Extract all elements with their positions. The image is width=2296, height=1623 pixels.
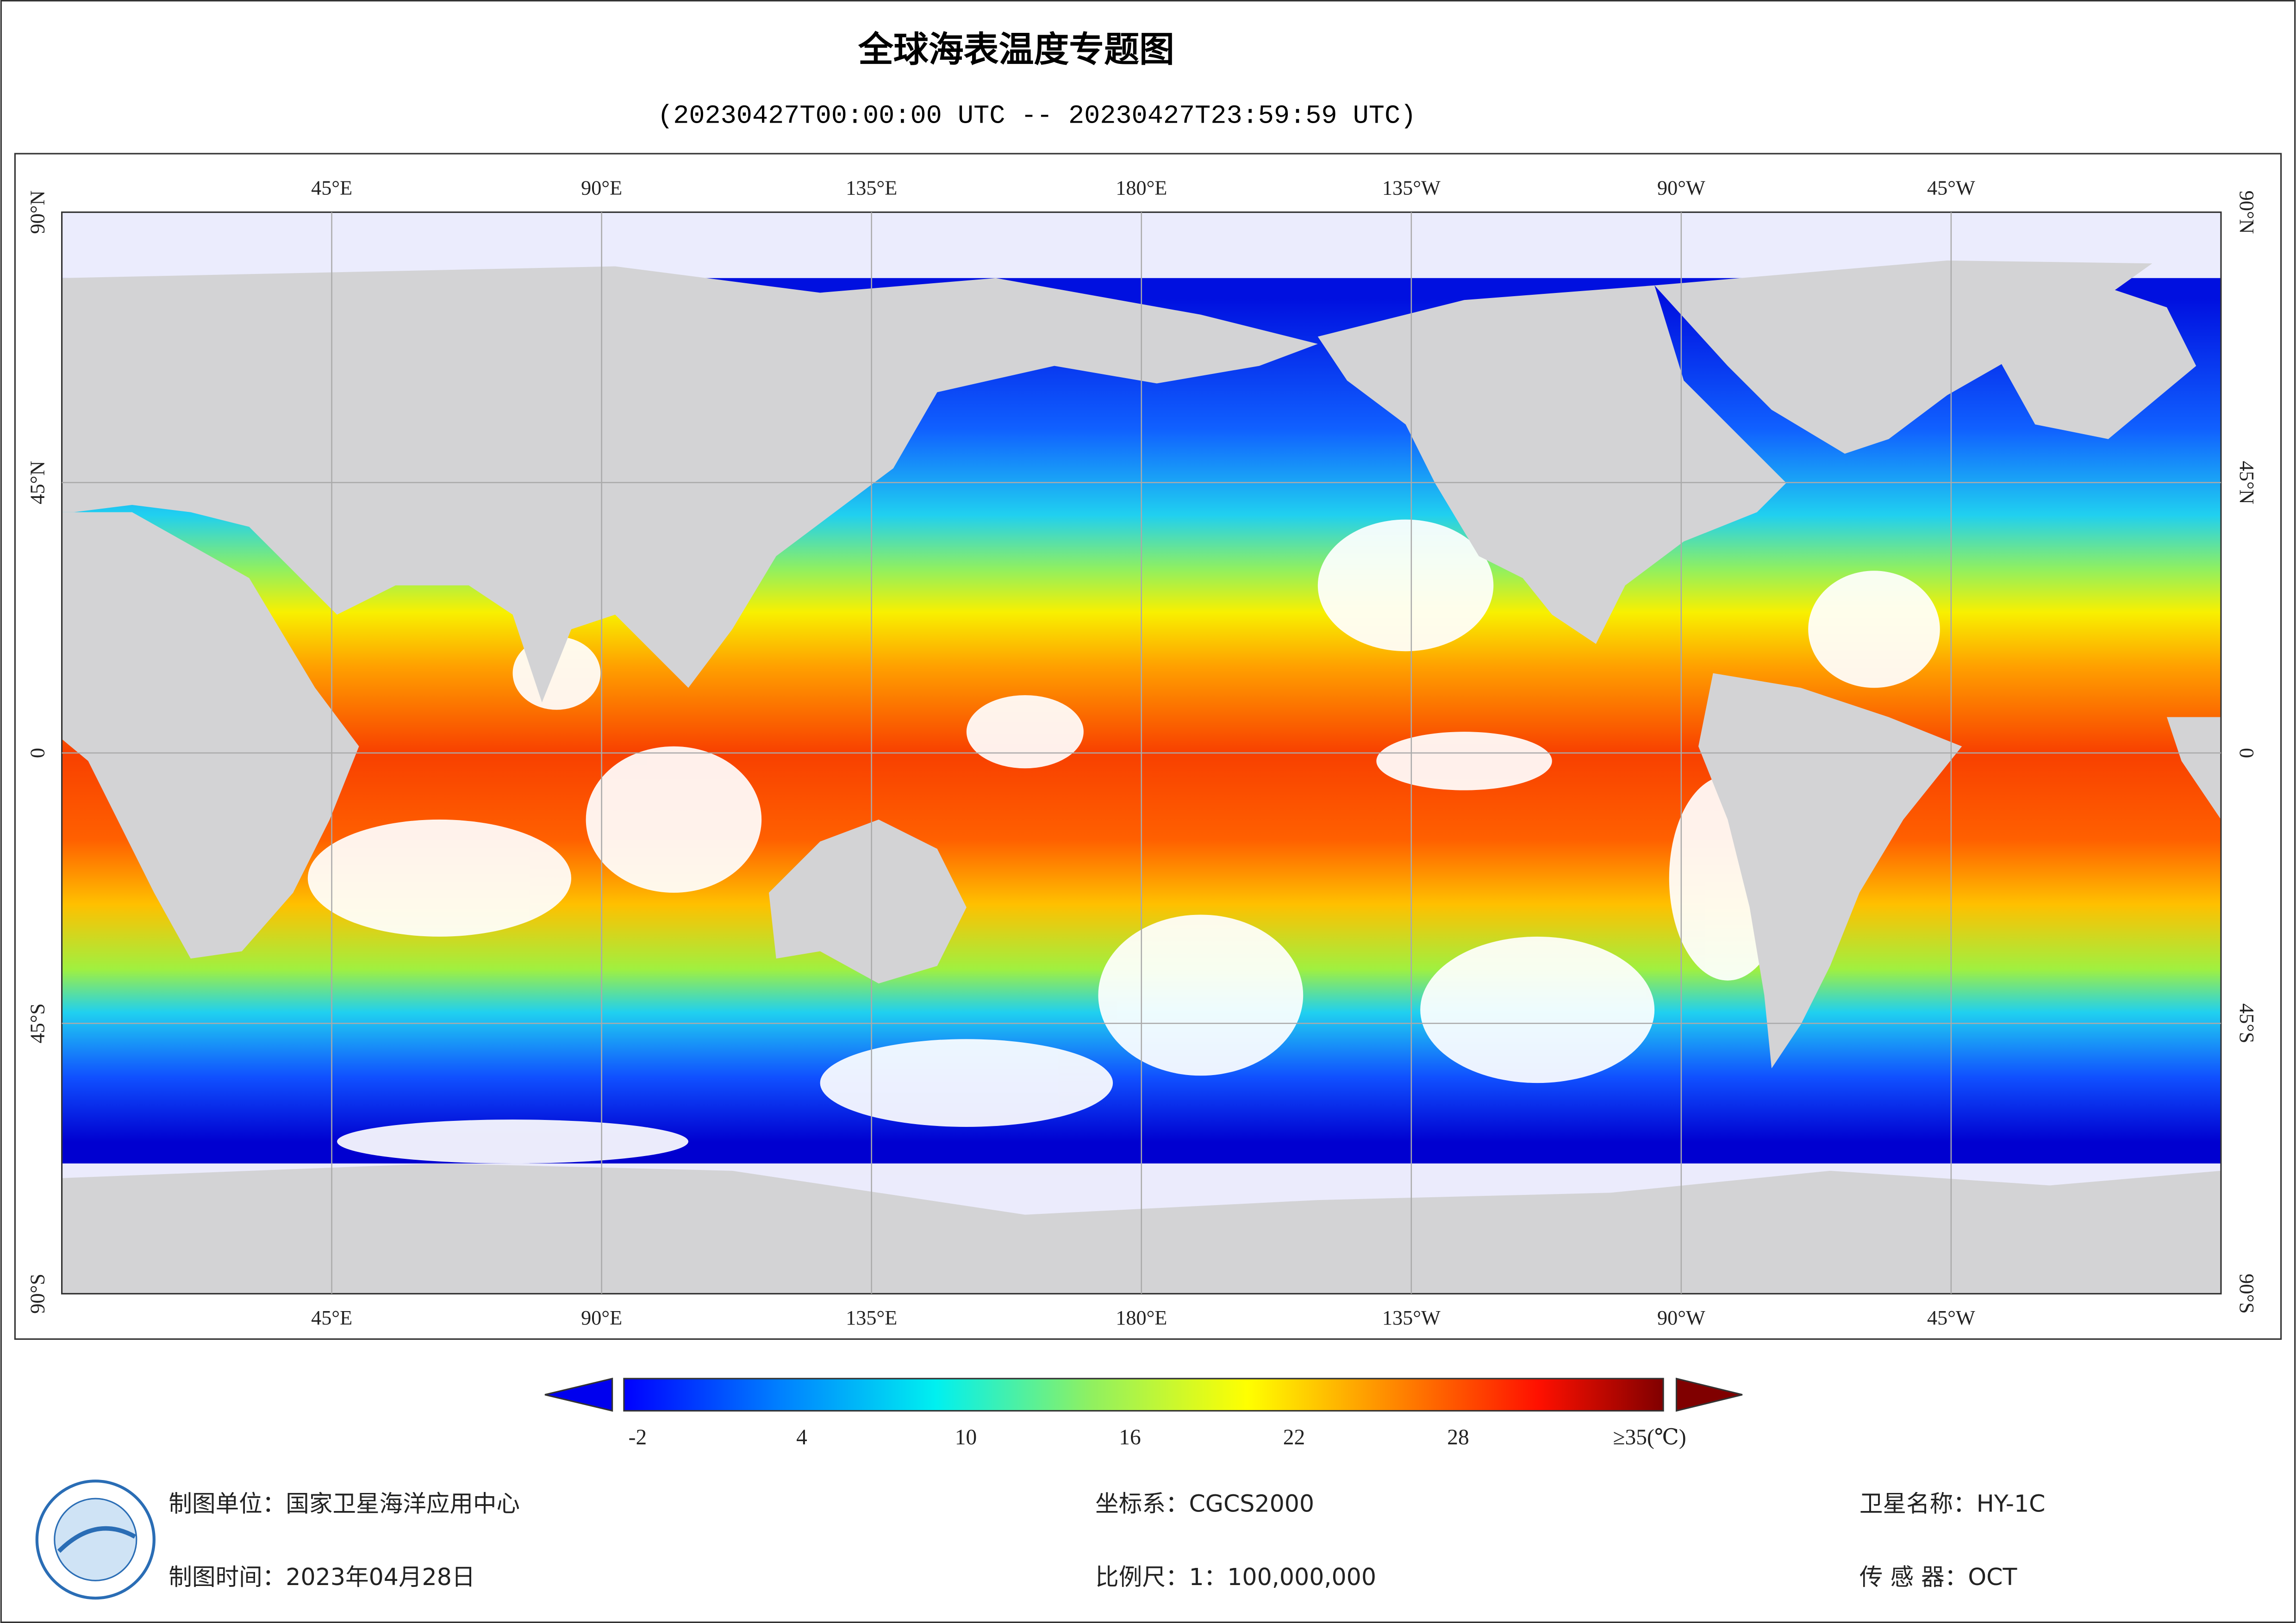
- colorbar-tick-label: -2: [629, 1425, 647, 1449]
- lon-label-bottom: 135°W: [1382, 1306, 1441, 1329]
- footer-crs: 坐标系：CGCS2000: [1095, 1490, 1314, 1517]
- colorbar: -2 4 10 16 22 28 ≥35(℃): [544, 1377, 1743, 1449]
- footer-satellite: 卫星名称：HY-1C: [1859, 1490, 2046, 1517]
- footer-scale: 比例尺：1：100,000,000: [1095, 1563, 1376, 1591]
- lat-label-right: 0: [2235, 748, 2258, 758]
- colorbar-tick-label: 16: [1119, 1425, 1141, 1449]
- map-frame: [14, 153, 2282, 1340]
- lat-label-right: 90°S: [2235, 1274, 2258, 1314]
- lat-label-left: 0: [26, 748, 49, 758]
- lon-label-top: 180°E: [1116, 177, 1167, 199]
- lon-label-top: 45°E: [311, 177, 352, 199]
- lat-label-right: 45°N: [2235, 461, 2258, 504]
- lon-label-top: 135°E: [846, 177, 897, 199]
- footer-agency: 制图单位：国家卫星海洋应用中心: [168, 1490, 520, 1517]
- lat-label-left: 45°S: [26, 1003, 49, 1044]
- lon-label-top: 90°W: [1657, 177, 1705, 199]
- colorbar-low-arrow: [544, 1377, 613, 1412]
- colorbar-tick-label: 10: [955, 1425, 977, 1449]
- colorbar-tick-label: 22: [1283, 1425, 1305, 1449]
- colorbar-tick-label: 4: [796, 1425, 807, 1449]
- colorbar-ramp: [623, 1378, 1664, 1412]
- colorbar-high-arrow: [1676, 1377, 1743, 1412]
- lat-label-left: 90°N: [26, 191, 49, 234]
- subtitle: (20230427T00:00:00 UTC -- 20230427T23:59…: [657, 102, 1416, 131]
- colorbar-tick-label: ≥35(℃): [1613, 1425, 1686, 1449]
- lat-label-right: 90°N: [2235, 191, 2258, 234]
- lon-label-bottom: 135°E: [846, 1306, 897, 1329]
- lon-label-top: 45°W: [1927, 177, 1975, 199]
- lat-label-right: 45°S: [2235, 1003, 2258, 1044]
- title: 全球海表温度专题图: [858, 29, 1174, 70]
- lat-label-left: 45°N: [26, 461, 49, 504]
- colorbar-tick-label: 28: [1447, 1425, 1469, 1449]
- lat-label-left: 90°S: [26, 1274, 49, 1314]
- footer-date: 制图时间：2023年04月28日: [168, 1563, 475, 1591]
- footer-sensor: 传 感 器：OCT: [1859, 1563, 2018, 1591]
- logo: [35, 1480, 156, 1600]
- graticule: 45°E 45°E 90°E 90°E 135°E 135°E 180°E 180°E 135°…: [26, 177, 2258, 1329]
- lon-label-top: 135°W: [1382, 177, 1441, 199]
- lon-label-bottom: 90°E: [581, 1306, 622, 1329]
- lon-label-bottom: 90°W: [1657, 1306, 1705, 1329]
- lon-label-bottom: 180°E: [1116, 1306, 1167, 1329]
- lon-label-top: 90°E: [581, 177, 622, 199]
- lon-label-bottom: 45°W: [1927, 1306, 1975, 1329]
- lon-label-bottom: 45°E: [311, 1306, 352, 1329]
